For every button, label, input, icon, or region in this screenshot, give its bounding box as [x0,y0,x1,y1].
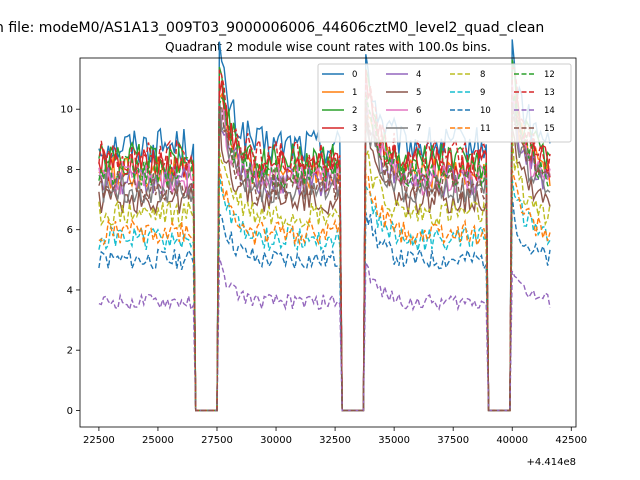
y-tick-label: 0 [67,406,73,417]
series-line-13 [98,67,551,412]
legend-label: 7 [416,124,421,134]
y-tick-label: 6 [67,225,73,236]
series-line-6 [98,83,551,412]
x-tick-label: 32500 [319,435,351,446]
legend-label: 2 [352,106,357,116]
legend-label: 14 [544,106,555,116]
series-line-10 [98,196,551,412]
x-tick-label: 30000 [260,435,292,446]
legend-label: 0 [352,70,357,80]
legend-label: 9 [480,88,485,98]
legend-label: 5 [416,88,421,98]
y-tick-label: 8 [67,165,73,176]
x-tick-label: 25000 [142,435,174,446]
y-tick-label: 4 [67,285,73,296]
legend-box [317,63,572,143]
legend-label: 6 [416,106,421,116]
series-line-2 [98,59,551,412]
legend-label: 15 [544,124,555,134]
legend-label: 11 [480,124,491,134]
x-axis: 22500 25000 27500 30000 32500 35000 37500 40000… [83,427,587,446]
plot-series-group [98,39,551,412]
legend-label: 12 [544,70,555,80]
axes-frame [79,57,577,428]
legend-label: 3 [352,124,357,134]
x-tick-label: 27500 [201,435,233,446]
legend-label: 10 [480,106,491,116]
series-line-8 [98,133,551,412]
y-axis: 0 2 4 6 8 10 [60,105,80,417]
y-tick-label: 10 [60,105,73,116]
x-tick-label: 40000 [496,435,528,446]
series-line-15 [98,100,551,412]
series-line-5 [98,111,551,412]
legend-label: 1 [352,88,357,98]
series-line-14 [98,257,551,412]
x-tick-label: 22500 [83,435,115,446]
figure-suptitle: n file: modeM0/AS1A13_009T03_9000006006_… [0,20,544,36]
x-tick-label: 35000 [378,435,410,446]
x-offset-label: +4.414e8 [526,457,576,468]
x-tick-label: 42500 [555,435,587,446]
legend-label: 4 [416,70,421,80]
x-tick-label: 37500 [437,435,469,446]
legend-label: 8 [480,70,485,80]
chart-title: Quadrant 2 module wise count rates with … [165,40,491,54]
legend-label: 13 [544,88,555,98]
y-tick-label: 2 [67,346,73,357]
series-line-12 [98,91,551,412]
